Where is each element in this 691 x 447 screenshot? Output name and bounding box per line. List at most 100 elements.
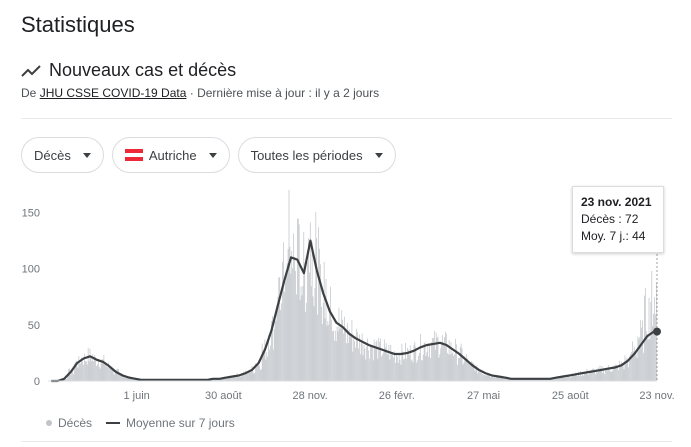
daily-bar — [346, 323, 348, 381]
daily-bar — [255, 363, 257, 381]
daily-bar — [561, 375, 563, 381]
daily-bar — [433, 330, 435, 381]
daily-bar — [541, 379, 542, 381]
trending-line-icon — [21, 64, 41, 77]
daily-bar — [427, 345, 429, 381]
daily-bar — [425, 356, 427, 381]
daily-bar — [446, 352, 448, 381]
daily-bar — [100, 363, 102, 381]
daily-bar — [552, 378, 554, 381]
daily-bar — [403, 359, 405, 381]
tooltip-date: 23 nov. 2021 — [581, 195, 652, 209]
daily-bar — [608, 367, 610, 381]
daily-bar — [279, 277, 281, 381]
daily-bar — [221, 378, 222, 381]
daily-bar — [383, 352, 384, 381]
daily-bar — [82, 361, 83, 381]
daily-bar — [63, 379, 65, 381]
daily-bar — [345, 328, 346, 381]
daily-bar — [78, 356, 80, 381]
source-link[interactable]: JHU CSSE COVID-19 Data — [39, 86, 187, 100]
daily-bar — [104, 364, 106, 381]
daily-bar — [585, 372, 587, 381]
x-tick-label: 23 nov. — [639, 390, 674, 402]
daily-bar — [215, 379, 217, 381]
daily-bar — [513, 379, 515, 381]
daily-bar — [559, 376, 561, 381]
daily-bar — [609, 370, 611, 381]
daily-bar — [491, 374, 493, 381]
daily-bar — [501, 376, 503, 381]
daily-bar — [122, 375, 123, 381]
daily-bar — [568, 376, 569, 381]
daily-bar — [629, 356, 630, 381]
daily-bar — [599, 365, 601, 381]
metric-dropdown[interactable]: Décès — [21, 137, 104, 173]
daily-bar — [333, 330, 334, 381]
daily-bar — [587, 374, 589, 381]
daily-bar — [338, 307, 340, 381]
daily-bar — [226, 377, 228, 381]
daily-bar — [257, 364, 258, 381]
x-tick-label: 27 mai — [467, 390, 500, 402]
daily-bar — [460, 343, 462, 381]
daily-bar — [241, 374, 243, 381]
daily-bar — [323, 261, 325, 381]
daily-bar — [239, 375, 241, 381]
daily-bar — [237, 375, 239, 381]
daily-bar — [371, 345, 373, 381]
country-dropdown[interactable]: Autriche — [111, 137, 230, 173]
chevron-down-icon — [374, 152, 383, 158]
daily-bar — [647, 339, 649, 381]
daily-bar — [122, 377, 124, 381]
period-dropdown[interactable]: Toutes les périodes — [237, 137, 396, 173]
daily-bar — [553, 378, 555, 381]
daily-bar — [340, 326, 342, 381]
daily-bar — [377, 358, 379, 381]
daily-bar — [278, 277, 280, 381]
daily-bar — [343, 333, 344, 381]
deaths-chart[interactable]: 0 50 100 150 1 juin 30 août 28 nov. 26 févr. 27 … — [0, 180, 691, 410]
daily-bar — [603, 367, 605, 381]
daily-bar — [517, 379, 518, 381]
daily-bar — [129, 378, 131, 381]
daily-bar — [259, 369, 261, 381]
daily-bar — [302, 285, 304, 381]
daily-bar — [236, 373, 238, 381]
daily-bar — [256, 366, 257, 381]
daily-bar — [219, 378, 220, 381]
daily-bar — [251, 366, 253, 381]
daily-bar — [330, 286, 331, 381]
legend-item-avg: Moyenne sur 7 jours — [106, 416, 235, 430]
daily-bar — [110, 367, 111, 381]
daily-bar — [293, 233, 294, 381]
daily-bar — [222, 377, 224, 381]
daily-bar — [364, 348, 366, 381]
daily-bar — [115, 370, 117, 381]
daily-bar — [415, 346, 417, 381]
daily-bar — [640, 320, 642, 381]
daily-bar — [121, 374, 122, 381]
daily-bar — [114, 373, 116, 381]
chart-legend: Décès Moyenne sur 7 jours — [46, 416, 235, 430]
daily-bar — [260, 369, 262, 381]
daily-bar — [366, 346, 368, 381]
daily-bar — [311, 242, 313, 381]
x-tick-label: 1 juin — [124, 390, 150, 402]
daily-bar — [110, 369, 112, 381]
daily-bar — [300, 286, 302, 381]
daily-bar — [240, 376, 242, 381]
daily-bar — [438, 357, 440, 381]
daily-bar — [632, 351, 634, 381]
daily-bar — [457, 364, 458, 381]
daily-bar — [309, 272, 310, 381]
daily-bar — [582, 375, 584, 381]
daily-bar — [333, 340, 335, 381]
daily-bar — [75, 360, 77, 381]
daily-bar — [499, 376, 501, 381]
daily-bar — [572, 375, 574, 381]
daily-bar — [567, 375, 568, 381]
daily-bar — [246, 372, 247, 381]
daily-bar — [628, 367, 629, 381]
daily-bar — [537, 379, 539, 381]
